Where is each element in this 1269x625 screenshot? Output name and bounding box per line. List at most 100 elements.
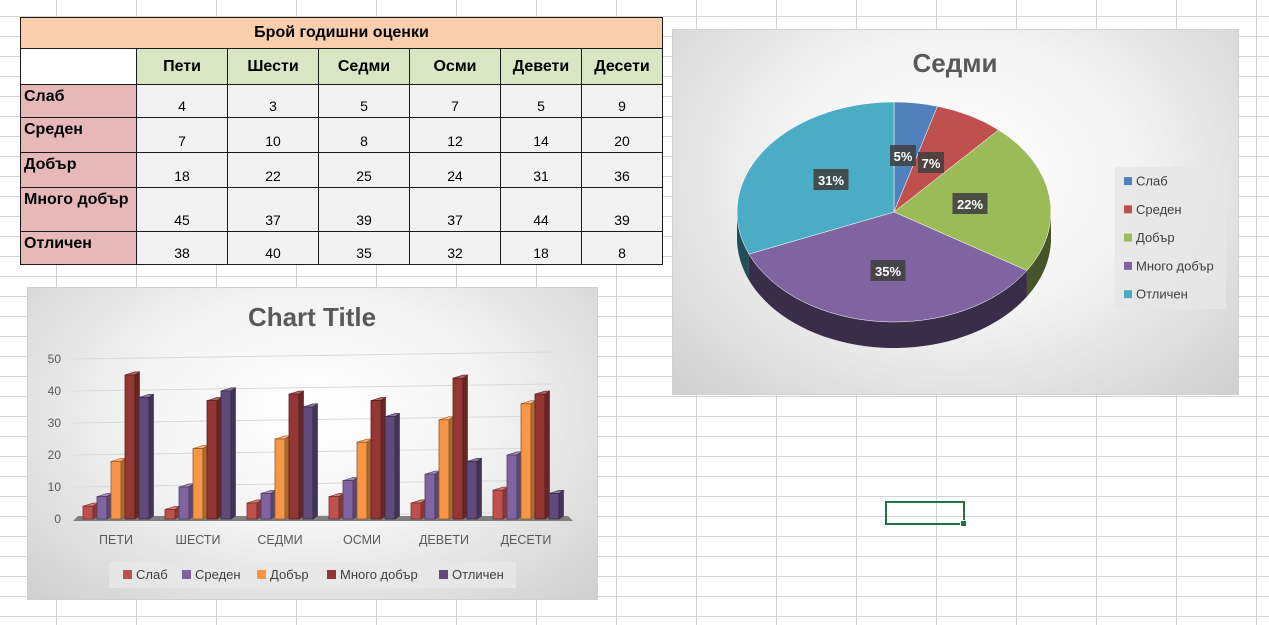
- table-cell[interactable]: 20: [581, 117, 663, 153]
- column-header[interactable]: Десети: [581, 48, 663, 85]
- table-cell[interactable]: 12: [409, 117, 501, 153]
- pie-chart[interactable]: Седми 5% 7% 22% 35% 31% Слаб Среден Добър Много д…: [672, 29, 1239, 395]
- bar[interactable]: [110, 457, 127, 520]
- table-cell[interactable]: 18: [136, 152, 228, 188]
- table-cell[interactable]: 10: [227, 117, 319, 153]
- bar-front: [492, 489, 504, 520]
- row-header[interactable]: Добър: [20, 152, 137, 188]
- bar[interactable]: [520, 400, 537, 520]
- pie-data-label[interactable]: 22%: [952, 193, 988, 214]
- chart-legend[interactable]: Слаб Среден Добър Много добър Отличен: [1115, 167, 1226, 309]
- legend-swatch: [1124, 177, 1132, 185]
- bar[interactable]: [452, 374, 469, 520]
- bar[interactable]: [288, 390, 305, 520]
- bar[interactable]: [356, 438, 373, 520]
- pie-data-label[interactable]: 7%: [918, 152, 944, 173]
- table-cell[interactable]: 38: [136, 231, 228, 265]
- table-cell[interactable]: 37: [227, 187, 319, 232]
- bar-front: [424, 473, 436, 520]
- bar[interactable]: [274, 435, 291, 520]
- table-cell[interactable]: 5: [500, 84, 582, 118]
- bar[interactable]: [466, 457, 483, 520]
- bar[interactable]: [534, 390, 551, 520]
- bar[interactable]: [138, 393, 155, 520]
- pie-data-label[interactable]: 35%: [870, 260, 906, 281]
- bar-front: [342, 480, 354, 520]
- bar[interactable]: [164, 505, 181, 520]
- column-header[interactable]: Девети: [500, 48, 582, 85]
- table-cell[interactable]: 9: [581, 84, 663, 118]
- table-cell[interactable]: 24: [409, 152, 501, 188]
- column-header[interactable]: Седми: [318, 48, 410, 85]
- legend-swatch: [182, 570, 191, 579]
- bar[interactable]: [220, 387, 237, 520]
- table-row: Много добър 45 37 39 37 44 39: [20, 187, 663, 232]
- table-title[interactable]: Брой годишни оценки: [20, 17, 663, 49]
- table-cell[interactable]: 35: [318, 231, 410, 265]
- bar[interactable]: [424, 470, 441, 520]
- bar[interactable]: [342, 476, 359, 520]
- bar[interactable]: [384, 412, 401, 520]
- pie-data-label[interactable]: 31%: [813, 169, 849, 190]
- table-cell[interactable]: 44: [500, 187, 582, 232]
- bar-front: [178, 486, 190, 520]
- data-label-box: [890, 145, 916, 166]
- table-cell[interactable]: 36: [581, 152, 663, 188]
- bar[interactable]: [192, 444, 209, 520]
- table-cell[interactable]: 3: [227, 84, 319, 118]
- table-cell[interactable]: 14: [500, 117, 582, 153]
- bar[interactable]: [96, 492, 113, 520]
- table-cell[interactable]: 8: [581, 231, 663, 265]
- table-cell[interactable]: 22: [227, 152, 319, 188]
- bar[interactable]: [506, 451, 523, 520]
- table-cell[interactable]: 5: [318, 84, 410, 118]
- data-label-box: [813, 169, 849, 190]
- legend-label: Добър: [270, 567, 309, 582]
- table-cell[interactable]: 18: [500, 231, 582, 265]
- column-header[interactable]: Пети: [136, 48, 228, 85]
- bar[interactable]: [492, 486, 509, 520]
- table-cell[interactable]: 8: [318, 117, 410, 153]
- bar-front: [548, 492, 560, 520]
- y-tick-label: 10: [48, 480, 62, 494]
- table-cell[interactable]: 40: [227, 231, 319, 265]
- pie-data-label[interactable]: 5%: [890, 145, 916, 166]
- selected-cell[interactable]: [885, 501, 967, 527]
- table-cell[interactable]: 45: [136, 187, 228, 232]
- bar[interactable]: [260, 489, 277, 520]
- corner-cell[interactable]: [20, 48, 137, 85]
- x-tick-label: ПЕТИ: [99, 533, 133, 547]
- bar-chart[interactable]: Chart Title 0 10 20 30 40 50 ПЕТИ ШЕСТИ СЕДМИ ОСМИ…: [27, 287, 598, 600]
- table-cell[interactable]: 4: [136, 84, 228, 118]
- bar[interactable]: [548, 489, 565, 520]
- chart-title[interactable]: Седми: [913, 48, 998, 78]
- table-cell[interactable]: 7: [409, 84, 501, 118]
- bar[interactable]: [302, 403, 319, 520]
- bar[interactable]: [438, 416, 455, 520]
- bar[interactable]: [410, 499, 427, 520]
- bar-front: [206, 400, 218, 520]
- table-cell[interactable]: 31: [500, 152, 582, 188]
- table-cell[interactable]: 25: [318, 152, 410, 188]
- chart-title[interactable]: Chart Title: [248, 302, 376, 332]
- bar[interactable]: [82, 502, 99, 520]
- row-header[interactable]: Слаб: [20, 84, 137, 118]
- fill-handle[interactable]: [960, 520, 967, 527]
- column-header[interactable]: Осми: [409, 48, 501, 85]
- bar[interactable]: [328, 492, 345, 520]
- bar[interactable]: [124, 371, 141, 520]
- bar[interactable]: [178, 483, 195, 520]
- chart-legend[interactable]: Слаб Среден Добър Много добър Отличен: [109, 562, 516, 588]
- table-cell[interactable]: 37: [409, 187, 501, 232]
- row-header[interactable]: Много добър: [20, 187, 137, 232]
- bar[interactable]: [206, 396, 223, 520]
- row-header[interactable]: Отличен: [20, 231, 137, 265]
- bar[interactable]: [246, 499, 263, 520]
- bar[interactable]: [370, 396, 387, 520]
- row-header[interactable]: Среден: [20, 117, 137, 153]
- table-cell[interactable]: 32: [409, 231, 501, 265]
- table-cell[interactable]: 39: [581, 187, 663, 232]
- table-cell[interactable]: 39: [318, 187, 410, 232]
- table-cell[interactable]: 7: [136, 117, 228, 153]
- column-header[interactable]: Шести: [227, 48, 319, 85]
